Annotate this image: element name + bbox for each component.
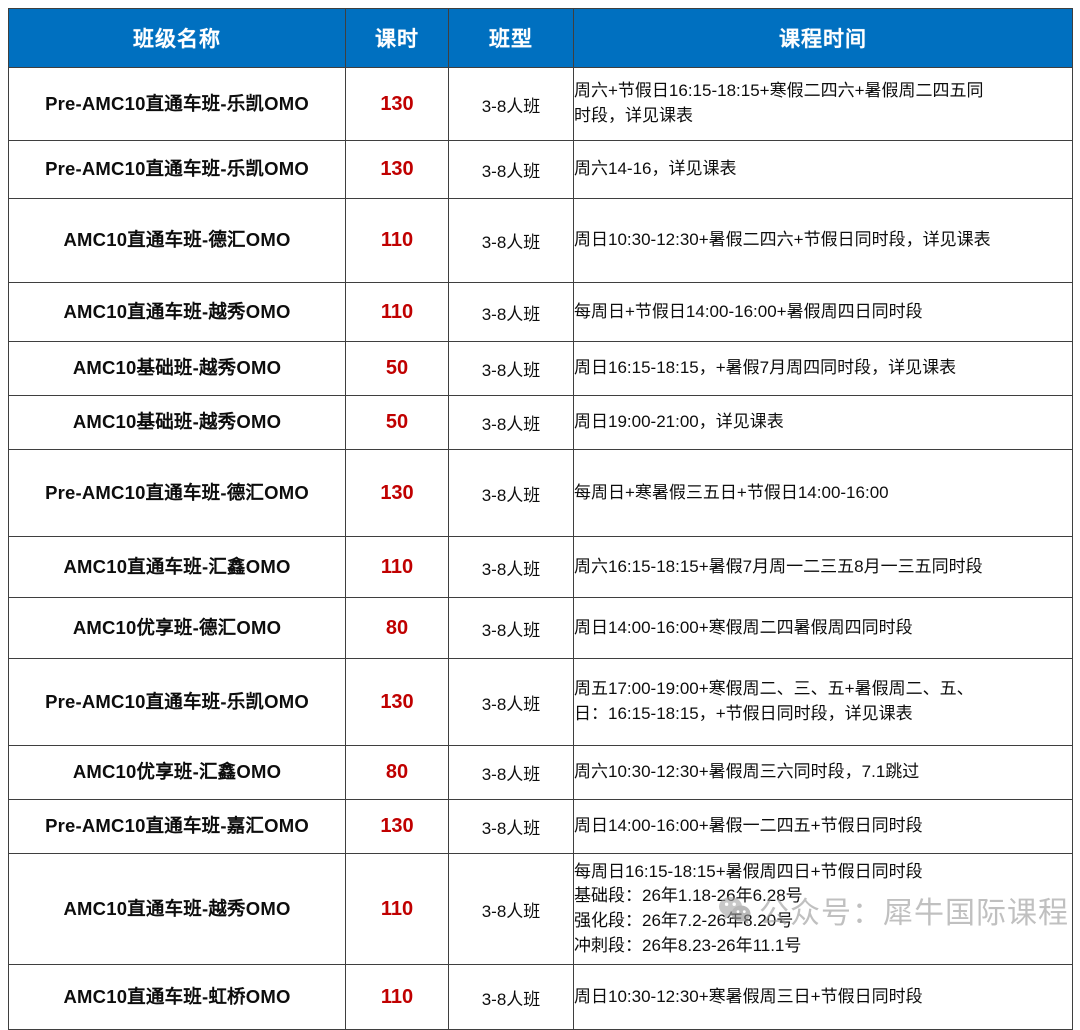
course-time-line: 周日16:15-18:15，+暑假7月周四同时段，详见课表 bbox=[574, 358, 957, 378]
course-time-line: 基础段：26年1.18-26年6.28号 bbox=[574, 886, 803, 906]
cell-course-time: 周日10:30-12:30+寒暑假周三日+节假日同时段 bbox=[573, 964, 1073, 1030]
cell-hours: 130 bbox=[345, 658, 449, 746]
course-time-line: 周六10:30-12:30+暑假周三六同时段，7.1跳过 bbox=[574, 762, 920, 782]
cell-class-name: Pre-AMC10直通车班-乐凯OMO bbox=[8, 658, 346, 746]
cell-class-type: 3-8人班 bbox=[448, 597, 574, 659]
course-time-line: 周日14:00-16:00+暑假一二四五+节假日同时段 bbox=[574, 816, 923, 836]
table-row: AMC10直通车班-德汇OMO 110 3-8人班 周日10:30-12:30+暑假二… bbox=[8, 198, 1073, 283]
cell-class-type: 3-8人班 bbox=[448, 341, 574, 396]
table-row: Pre-AMC10直通车班-嘉汇OMO 130 3-8人班 周日14:00-16:00… bbox=[8, 799, 1073, 854]
cell-class-type: 3-8人班 bbox=[448, 536, 574, 598]
column-header-course-time: 课程时间 bbox=[573, 8, 1073, 68]
cell-class-type: 3-8人班 bbox=[448, 964, 574, 1030]
cell-course-time: 每周日16:15-18:15+暑假周四日+节假日同时段 基础段：26年1.18-2… bbox=[573, 853, 1073, 965]
cell-class-type: 3-8人班 bbox=[448, 799, 574, 854]
table-row: Pre-AMC10直通车班-乐凯OMO 130 3-8人班 周五17:00-19:00… bbox=[8, 658, 1073, 746]
course-time-line: 周日19:00-21:00，详见课表 bbox=[574, 412, 784, 432]
course-time-line: 每周日+寒暑假三五日+节假日14:00-16:00 bbox=[574, 482, 889, 502]
cell-class-name: Pre-AMC10直通车班-德汇OMO bbox=[8, 449, 346, 537]
table-row: AMC10直通车班-越秀OMO 110 3-8人班 每周日+节假日14:00-16:0… bbox=[8, 282, 1073, 342]
cell-hours: 130 bbox=[345, 799, 449, 854]
table-row: Pre-AMC10直通车班-德汇OMO 130 3-8人班 每周日+寒暑假三五日+节假… bbox=[8, 449, 1073, 537]
course-time-line: 日：16:15-18:15，+节假日同时段，详见课表 bbox=[574, 704, 913, 723]
cell-hours: 110 bbox=[345, 964, 449, 1030]
cell-course-time: 周六14-16，详见课表 bbox=[573, 140, 1073, 199]
cell-course-time: 周日10:30-12:30+暑假二四六+节假日同时段，详见课表 bbox=[573, 198, 1073, 283]
table-row: AMC10优享班-汇鑫OMO 80 3-8人班 周六10:30-12:30+暑假周三六… bbox=[8, 745, 1073, 800]
course-time-line: 每周日16:15-18:15+暑假周四日+节假日同时段 bbox=[574, 861, 923, 881]
course-time-line: 周六16:15-18:15+暑假7月周一二三五8月一三五同时段 bbox=[574, 556, 983, 576]
course-time-line: 周五17:00-19:00+寒假周二、三、五+暑假周二、五、 bbox=[574, 679, 974, 699]
cell-class-name: Pre-AMC10直通车班-乐凯OMO bbox=[8, 140, 346, 199]
cell-course-time: 周六+节假日16:15-18:15+寒假二四六+暑假周二四五同 时段，详见课表 bbox=[573, 67, 1073, 141]
cell-hours: 110 bbox=[345, 282, 449, 342]
cell-class-name: AMC10基础班-越秀OMO bbox=[8, 341, 346, 396]
table-row: Pre-AMC10直通车班-乐凯OMO 130 3-8人班 周六+节假日16:15-1… bbox=[8, 67, 1073, 141]
course-time-line: 周日10:30-12:30+寒暑假周三日+节假日同时段 bbox=[574, 986, 923, 1006]
course-time-line: 时段，详见课表 bbox=[574, 106, 693, 125]
course-time-line: 周六14-16，详见课表 bbox=[574, 159, 737, 179]
cell-class-name: AMC10优享班-汇鑫OMO bbox=[8, 745, 346, 800]
course-table-container: 班级名称 课时 班型 课程时间 Pre-AMC10直通车班-乐凯OMO 130 3-… bbox=[8, 8, 1073, 1030]
table-body: Pre-AMC10直通车班-乐凯OMO 130 3-8人班 周六+节假日16:15-1… bbox=[8, 67, 1073, 1030]
cell-hours: 80 bbox=[345, 597, 449, 659]
cell-class-type: 3-8人班 bbox=[448, 198, 574, 283]
cell-course-time: 周日14:00-16:00+寒假周二四暑假周四同时段 bbox=[573, 597, 1073, 659]
cell-hours: 50 bbox=[345, 395, 449, 450]
cell-class-name: AMC10直通车班-越秀OMO bbox=[8, 282, 346, 342]
cell-hours: 130 bbox=[345, 140, 449, 199]
cell-hours: 110 bbox=[345, 853, 449, 965]
cell-class-type: 3-8人班 bbox=[448, 853, 574, 965]
header-row: 班级名称 课时 班型 课程时间 bbox=[8, 8, 1073, 68]
cell-class-type: 3-8人班 bbox=[448, 395, 574, 450]
cell-hours: 110 bbox=[345, 198, 449, 283]
cell-course-time: 周五17:00-19:00+寒假周二、三、五+暑假周二、五、 日：16:15-18… bbox=[573, 658, 1073, 746]
table-row: AMC10基础班-越秀OMO 50 3-8人班 周日16:15-18:15，+暑假7月… bbox=[8, 341, 1073, 396]
cell-class-type: 3-8人班 bbox=[448, 745, 574, 800]
cell-course-time: 每周日+寒暑假三五日+节假日14:00-16:00 bbox=[573, 449, 1073, 537]
cell-course-time: 周六10:30-12:30+暑假周三六同时段，7.1跳过 bbox=[573, 745, 1073, 800]
cell-class-name: AMC10优享班-德汇OMO bbox=[8, 597, 346, 659]
course-schedule-table: 班级名称 课时 班型 课程时间 Pre-AMC10直通车班-乐凯OMO 130 3-… bbox=[8, 8, 1073, 1030]
column-header-class-type: 班型 bbox=[448, 8, 574, 68]
course-time-line: 强化段：26年7.2-26年8.20号 bbox=[574, 911, 794, 930]
cell-class-type: 3-8人班 bbox=[448, 658, 574, 746]
cell-hours: 50 bbox=[345, 341, 449, 396]
column-header-class-name: 班级名称 bbox=[8, 8, 346, 68]
table-header: 班级名称 课时 班型 课程时间 bbox=[8, 8, 1073, 68]
course-time-line: 冲刺段：26年8.23-26年11.1号 bbox=[574, 935, 802, 955]
cell-hours: 110 bbox=[345, 536, 449, 598]
table-row: AMC10直通车班-汇鑫OMO 110 3-8人班 周六16:15-18:15+暑假7… bbox=[8, 536, 1073, 598]
cell-course-time: 周六16:15-18:15+暑假7月周一二三五8月一三五同时段 bbox=[573, 536, 1073, 598]
table-row: AMC10直通车班-越秀OMO 110 3-8人班 每周日16:15-18:15+暑假… bbox=[8, 853, 1073, 965]
cell-class-name: Pre-AMC10直通车班-乐凯OMO bbox=[8, 67, 346, 141]
course-time-line: 每周日+节假日14:00-16:00+暑假周四日同时段 bbox=[574, 301, 923, 321]
table-row: AMC10优享班-德汇OMO 80 3-8人班 周日14:00-16:00+寒假周二四… bbox=[8, 597, 1073, 659]
cell-course-time: 周日14:00-16:00+暑假一二四五+节假日同时段 bbox=[573, 799, 1073, 854]
cell-hours: 80 bbox=[345, 745, 449, 800]
cell-class-name: AMC10直通车班-虹桥OMO bbox=[8, 964, 346, 1030]
table-row: AMC10直通车班-虹桥OMO 110 3-8人班 周日10:30-12:30+寒暑假… bbox=[8, 964, 1073, 1030]
cell-class-name: AMC10直通车班-越秀OMO bbox=[8, 853, 346, 965]
cell-class-type: 3-8人班 bbox=[448, 449, 574, 537]
table-row: Pre-AMC10直通车班-乐凯OMO 130 3-8人班 周六14-16，详见课表 bbox=[8, 140, 1073, 199]
cell-class-type: 3-8人班 bbox=[448, 140, 574, 199]
course-time-line: 周日14:00-16:00+寒假周二四暑假周四同时段 bbox=[574, 617, 913, 637]
cell-course-time: 每周日+节假日14:00-16:00+暑假周四日同时段 bbox=[573, 282, 1073, 342]
cell-class-name: Pre-AMC10直通车班-嘉汇OMO bbox=[8, 799, 346, 854]
cell-class-type: 3-8人班 bbox=[448, 282, 574, 342]
cell-hours: 130 bbox=[345, 449, 449, 537]
cell-course-time: 周日19:00-21:00，详见课表 bbox=[573, 395, 1073, 450]
table-row: AMC10基础班-越秀OMO 50 3-8人班 周日19:00-21:00，详见课表 bbox=[8, 395, 1073, 450]
course-time-line: 周六+节假日16:15-18:15+寒假二四六+暑假周二四五同 bbox=[574, 81, 984, 101]
cell-hours: 130 bbox=[345, 67, 449, 141]
cell-course-time: 周日16:15-18:15，+暑假7月周四同时段，详见课表 bbox=[573, 341, 1073, 396]
course-time-line: 周日10:30-12:30+暑假二四六+节假日同时段，详见课表 bbox=[574, 230, 991, 250]
column-header-hours: 课时 bbox=[345, 8, 449, 68]
cell-class-name: AMC10基础班-越秀OMO bbox=[8, 395, 346, 450]
cell-class-name: AMC10直通车班-德汇OMO bbox=[8, 198, 346, 283]
cell-class-type: 3-8人班 bbox=[448, 67, 574, 141]
cell-class-name: AMC10直通车班-汇鑫OMO bbox=[8, 536, 346, 598]
